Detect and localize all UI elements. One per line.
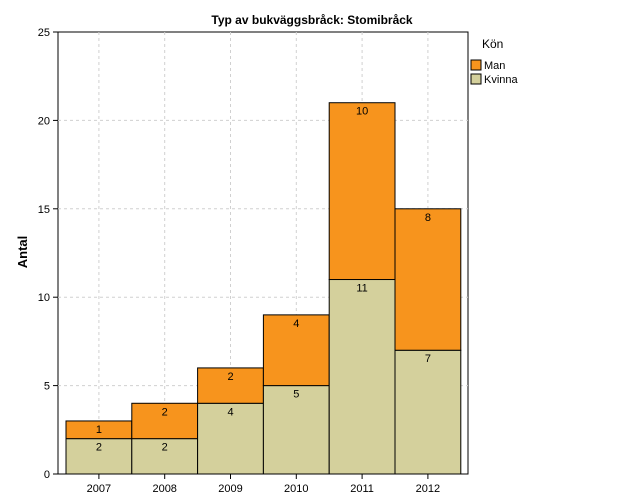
legend-swatch-kvinna <box>470 73 482 85</box>
data-label: 4 <box>293 318 299 330</box>
data-label: 1 <box>96 424 102 436</box>
y-tick-label: 10 <box>38 292 50 304</box>
bar-kvinna-2009 <box>197 402 264 475</box>
chart-title: Typ av bukväggsbråck: Stomibråck <box>211 13 413 27</box>
data-label: 2 <box>227 371 233 383</box>
data-label: 5 <box>293 389 299 401</box>
x-tick-label: 2007 <box>87 483 111 495</box>
y-tick-label: 0 <box>44 469 50 481</box>
data-label: 10 <box>356 106 368 118</box>
bar-man-2012 <box>394 208 462 351</box>
legend-title: Kön <box>482 37 503 51</box>
legend: Kön Man Kvinna <box>470 37 519 86</box>
data-label: 8 <box>425 212 431 224</box>
x-tick-label: 2009 <box>218 483 242 495</box>
x-tick-label: 2010 <box>284 483 308 495</box>
y-tick-label: 20 <box>38 115 50 127</box>
x-tick-label: 2011 <box>350 483 374 495</box>
x-tick-label: 2012 <box>416 483 440 495</box>
bar-kvinna-2012 <box>394 349 462 475</box>
legend-label-man: Man <box>484 60 505 72</box>
legend-swatch-man <box>470 59 482 71</box>
y-tick-label: 5 <box>44 381 50 393</box>
y-tick-label: 15 <box>38 204 50 216</box>
bar-man-2010 <box>262 314 330 387</box>
y-axis-label: Antal <box>15 236 30 269</box>
data-label: 2 <box>162 442 168 454</box>
data-label: 11 <box>356 283 367 295</box>
bar-man-2011 <box>328 102 396 281</box>
legend-label-kvinna: Kvinna <box>484 74 519 86</box>
bar-kvinna-2008 <box>131 438 199 475</box>
x-axis: 2007 2008 2009 2010 2011 2012 <box>87 474 440 495</box>
bar-kvinna-2007 <box>65 438 133 475</box>
data-label: 7 <box>425 353 431 365</box>
x-tick-label: 2008 <box>152 483 176 495</box>
bar-man-2009 <box>197 367 264 404</box>
data-label: 2 <box>162 406 168 418</box>
data-label: 2 <box>96 442 102 454</box>
bars: 2 1 2 2 4 2 5 4 11 10 7 8 <box>65 102 462 475</box>
y-axis: 0 5 10 15 20 25 <box>38 27 58 481</box>
y-tick-label: 25 <box>38 27 50 39</box>
data-label: 4 <box>227 406 233 418</box>
bar-kvinna-2011 <box>328 279 396 475</box>
